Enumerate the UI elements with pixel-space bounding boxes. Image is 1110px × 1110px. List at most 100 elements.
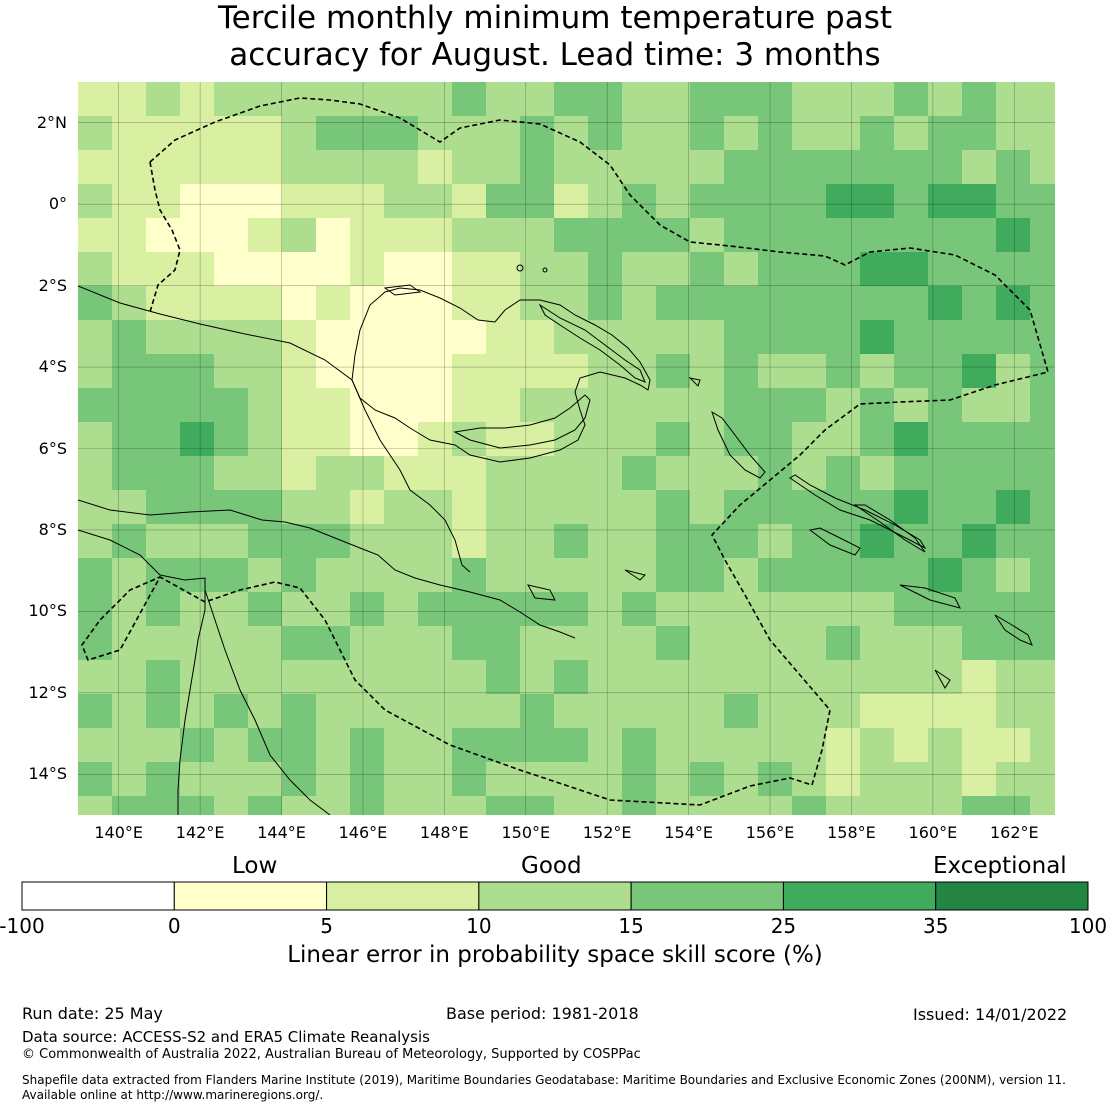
grid-cell bbox=[928, 490, 963, 525]
grid-cell bbox=[724, 184, 759, 219]
grid-cell bbox=[996, 728, 1031, 763]
grid-cell bbox=[554, 490, 589, 525]
grid-cell bbox=[724, 252, 759, 287]
grid-cell bbox=[180, 320, 215, 355]
grid-cell bbox=[316, 796, 351, 815]
grid-cell bbox=[656, 218, 691, 253]
grid-cell bbox=[588, 558, 623, 593]
grid-cell bbox=[962, 660, 997, 695]
grid-cell bbox=[690, 456, 725, 491]
grid-cell bbox=[554, 218, 589, 253]
png-south-coast bbox=[78, 499, 576, 639]
grid-cell bbox=[690, 694, 725, 729]
grid-cell bbox=[112, 218, 147, 253]
grid-cell bbox=[112, 558, 147, 593]
grid-cell bbox=[350, 694, 385, 729]
grid-cell bbox=[520, 490, 555, 525]
grid-cell bbox=[384, 592, 419, 627]
grid-cell bbox=[78, 694, 113, 729]
grid-cell bbox=[1030, 694, 1055, 729]
grid-cell bbox=[826, 796, 861, 815]
grid-cell bbox=[112, 82, 147, 117]
grid-cell bbox=[146, 524, 181, 559]
grid-cell bbox=[996, 592, 1031, 627]
grid-cell bbox=[622, 218, 657, 253]
grid-cell bbox=[180, 388, 215, 423]
grid-cell bbox=[588, 184, 623, 219]
grid-cell bbox=[316, 592, 351, 627]
grid-cell bbox=[112, 660, 147, 695]
grid-cell bbox=[384, 116, 419, 151]
grid-cell bbox=[690, 592, 725, 627]
grid-cell bbox=[214, 218, 249, 253]
grid-cell bbox=[180, 456, 215, 491]
grid-cell bbox=[894, 82, 929, 117]
grid-cell bbox=[112, 116, 147, 151]
grid-cell bbox=[418, 320, 453, 355]
grid-cell bbox=[826, 558, 861, 593]
grid-cell bbox=[758, 422, 793, 457]
grid-cell bbox=[350, 626, 385, 661]
grid-cell bbox=[962, 150, 997, 185]
grid-cell bbox=[962, 82, 997, 117]
grid-cell bbox=[248, 320, 283, 355]
grid-cell bbox=[1030, 252, 1055, 287]
grid-cell bbox=[724, 354, 759, 389]
grid-cell bbox=[622, 150, 657, 185]
grid-cell bbox=[758, 694, 793, 729]
grid-cell bbox=[894, 184, 929, 219]
grid-cell bbox=[724, 728, 759, 763]
grid-cell bbox=[962, 796, 997, 815]
grid-cell bbox=[180, 116, 215, 151]
grid-cell bbox=[962, 252, 997, 287]
grid-cell bbox=[962, 626, 997, 661]
grid-cell bbox=[588, 218, 623, 253]
colorbar-tick-label: 10 bbox=[466, 914, 492, 938]
grid-cell bbox=[826, 116, 861, 151]
grid-cell bbox=[214, 660, 249, 695]
grid-cell bbox=[248, 490, 283, 525]
grid-cell bbox=[622, 320, 657, 355]
grid-cell bbox=[248, 82, 283, 117]
grid-cell bbox=[384, 320, 419, 355]
grid-cell bbox=[996, 694, 1031, 729]
grid-cell bbox=[146, 626, 181, 661]
grid-cell bbox=[418, 728, 453, 763]
grid-cell bbox=[690, 422, 725, 457]
grid-cell bbox=[792, 388, 827, 423]
grid-cell bbox=[316, 184, 351, 219]
grid-cell bbox=[928, 796, 963, 815]
grid-cell bbox=[758, 184, 793, 219]
grid-cell bbox=[452, 252, 487, 287]
grid-cell bbox=[758, 116, 793, 151]
grid-cell bbox=[180, 252, 215, 287]
grid-cell bbox=[656, 660, 691, 695]
grid-cell bbox=[724, 320, 759, 355]
grid-cell bbox=[214, 422, 249, 457]
grid-cell bbox=[248, 422, 283, 457]
latitude-label: 4°S bbox=[38, 357, 67, 377]
grid-cell bbox=[690, 150, 725, 185]
grid-cell bbox=[452, 82, 487, 117]
grid-cell bbox=[860, 354, 895, 389]
grid-cell bbox=[78, 660, 113, 695]
grid-cell bbox=[758, 626, 793, 661]
grid-cell bbox=[554, 388, 589, 423]
title-line-2: accuracy for August. Lead time: 3 months bbox=[229, 37, 881, 73]
grid-cell bbox=[418, 694, 453, 729]
grid-cell bbox=[996, 524, 1031, 559]
grid-cell bbox=[452, 150, 487, 185]
grid-cell bbox=[384, 218, 419, 253]
grid-cell bbox=[1030, 218, 1055, 253]
colorbar-tick-label: 0 bbox=[167, 914, 181, 938]
grid-cell bbox=[316, 728, 351, 763]
grid-cell bbox=[418, 660, 453, 695]
grid-cell bbox=[486, 354, 521, 389]
grid-cell bbox=[894, 218, 929, 253]
grid-cell bbox=[282, 422, 317, 457]
grid-cell bbox=[282, 116, 317, 151]
new-britain-coast bbox=[453, 394, 591, 449]
grid-cell bbox=[826, 660, 861, 695]
colorbar bbox=[21, 881, 1089, 911]
colorbar-segment bbox=[782, 881, 937, 911]
